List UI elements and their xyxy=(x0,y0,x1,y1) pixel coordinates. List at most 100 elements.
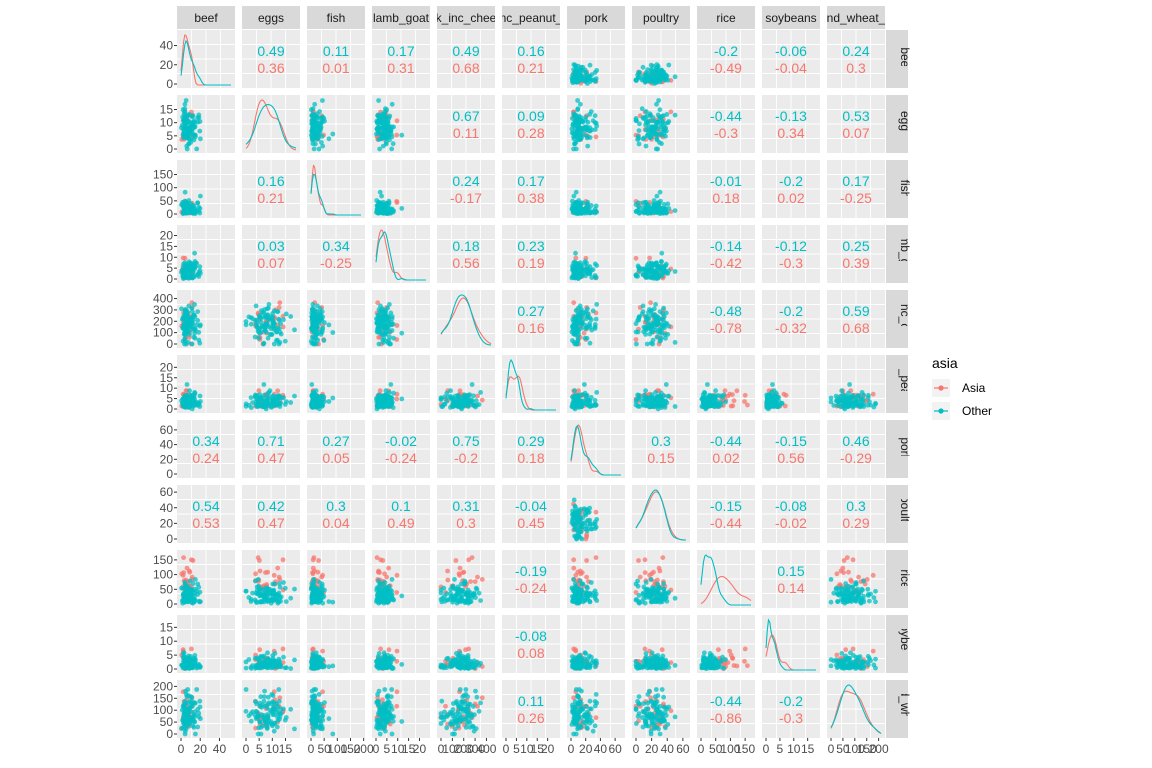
point-other xyxy=(376,98,381,103)
corr-asia: 0.31 xyxy=(387,60,414,76)
point-other xyxy=(657,189,663,195)
point-asia xyxy=(275,388,281,394)
point-other xyxy=(643,143,649,149)
corr-asia: -0.24 xyxy=(515,580,547,596)
point-other xyxy=(311,402,316,408)
point-other xyxy=(186,599,192,604)
point-other xyxy=(643,388,648,394)
corr-asia: -0.17 xyxy=(450,190,482,206)
panel-lamb_goat-soybeans: -0.12-0.3 xyxy=(762,225,820,283)
point-other xyxy=(652,125,658,131)
panel-pork-k_inc_chee: 0.75-0.2 xyxy=(437,420,495,478)
point-other xyxy=(860,587,865,593)
point-other xyxy=(573,521,579,526)
point-other xyxy=(384,107,390,113)
point-other xyxy=(189,341,195,347)
point-other xyxy=(274,309,280,314)
point-asia xyxy=(445,568,450,574)
panel-lamb_goat-eggs: 0.030.07 xyxy=(242,225,300,283)
point-other xyxy=(657,265,663,271)
point-other xyxy=(579,118,585,123)
panel-rice-k_inc_chee xyxy=(437,550,495,608)
point-other xyxy=(709,395,715,401)
point-other xyxy=(846,390,851,396)
point-other xyxy=(261,341,266,347)
corr-other: -0.06 xyxy=(775,43,807,59)
point-other xyxy=(571,273,576,278)
point-other xyxy=(326,136,332,142)
point-other xyxy=(633,581,639,587)
point-other xyxy=(377,321,382,327)
point-other xyxy=(281,317,286,323)
corr-asia: 0.11 xyxy=(453,125,479,141)
point-other xyxy=(571,319,576,324)
density-asia xyxy=(245,99,297,151)
panel-pork-pork xyxy=(567,420,625,478)
point-other xyxy=(653,390,658,395)
point-other xyxy=(582,511,588,517)
point-other xyxy=(252,597,258,603)
point-other xyxy=(672,112,678,118)
point-other xyxy=(575,79,580,85)
point-other xyxy=(283,311,289,317)
point-other xyxy=(181,125,187,130)
panel-lamb_goat-lamb_goat xyxy=(372,225,430,283)
point-other xyxy=(282,402,288,407)
point-other xyxy=(381,206,387,212)
point-other xyxy=(181,326,186,331)
panel-nc_peanut_-beef xyxy=(177,355,235,413)
point-other xyxy=(579,581,585,587)
point-other xyxy=(663,321,669,326)
panel-beef-soybeans: -0.06-0.04 xyxy=(762,30,820,88)
panel-fish-nd_wheat_: 0.17-0.25 xyxy=(827,160,885,218)
point-other xyxy=(270,314,276,320)
point-other xyxy=(330,131,336,137)
point-asia xyxy=(445,577,451,583)
point-other xyxy=(589,526,595,532)
point-other xyxy=(198,136,203,142)
row-strip-label: rice xyxy=(898,569,912,589)
point-other xyxy=(592,113,598,119)
point-other xyxy=(592,79,598,84)
point-other xyxy=(582,598,588,603)
corr-other: -0.2 xyxy=(714,43,738,59)
point-other xyxy=(849,395,854,401)
point-other xyxy=(380,115,386,120)
point-other xyxy=(383,388,389,394)
point-other xyxy=(575,98,580,103)
point-asia xyxy=(479,577,485,582)
point-other xyxy=(312,395,317,401)
column-strip-label: lamb_goat xyxy=(373,11,430,25)
point-asia xyxy=(377,388,383,394)
point-asia xyxy=(255,555,261,560)
point-other xyxy=(642,199,648,205)
point-other xyxy=(640,309,646,314)
point-other xyxy=(573,131,579,136)
point-asia xyxy=(781,391,787,397)
point-other xyxy=(650,262,656,267)
corr-other: -0.04 xyxy=(515,498,547,514)
panel-fish-lamb_goat xyxy=(372,160,430,218)
corr-asia: 0.21 xyxy=(257,190,284,206)
point-other xyxy=(633,273,639,278)
point-other xyxy=(847,382,852,387)
point-other xyxy=(572,208,578,214)
point-other xyxy=(389,314,395,319)
point-other xyxy=(375,312,381,318)
point-other xyxy=(658,597,664,603)
panel-poultry-lamb_goat: 0.10.49 xyxy=(372,485,430,543)
point-other xyxy=(644,341,650,347)
panel-eggs-soybeans: -0.130.34 xyxy=(762,95,820,153)
point-other xyxy=(583,117,588,123)
point-other xyxy=(767,395,773,401)
point-other xyxy=(636,599,642,604)
point-other xyxy=(195,581,201,587)
point-other xyxy=(649,308,654,313)
point-other xyxy=(573,308,579,313)
point-other xyxy=(658,390,664,396)
point-other xyxy=(288,314,294,319)
point-other xyxy=(272,402,277,408)
panel-nc_peanut_-k_inc_chee xyxy=(437,355,495,413)
point-other xyxy=(592,596,598,601)
